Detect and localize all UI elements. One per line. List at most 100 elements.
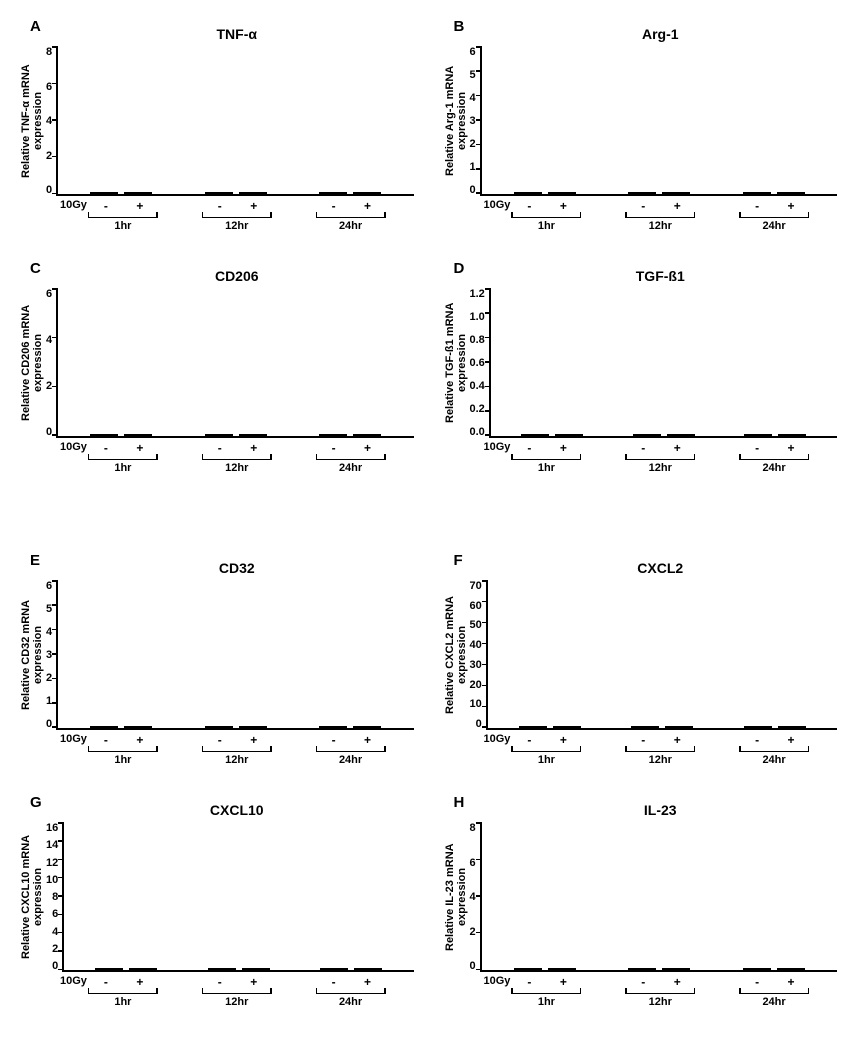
bar [205, 434, 233, 436]
chart-panel: ATNF-αRelative TNF-α mRNA expression8642… [20, 20, 414, 232]
bar [205, 726, 233, 728]
chart-panel: CCD206Relative CD206 mRNA expression6420… [20, 262, 414, 474]
chart-title: CXCL2 [444, 560, 838, 576]
panel-letter: D [454, 260, 465, 277]
y-axis-label: Relative CD206 mRNA expression [20, 288, 44, 438]
dose-label: 10Gy [484, 733, 511, 745]
bar [514, 192, 542, 194]
bar [354, 968, 382, 970]
bar [548, 968, 576, 970]
y-axis-label: Relative IL-23 mRNA expression [444, 822, 468, 972]
bar [553, 726, 581, 728]
timepoint-row: 1hr12hr24hr [60, 993, 414, 1008]
bar [743, 968, 771, 970]
bar [628, 968, 656, 970]
bar [777, 968, 805, 970]
bar [242, 968, 270, 970]
y-axis-label: Relative Arg-1 mRNA expression [444, 46, 468, 196]
dose-label: 10Gy [484, 975, 511, 987]
bar [205, 192, 233, 194]
bar [124, 192, 152, 194]
plot-area [480, 822, 837, 972]
timepoint-row: 1hr12hr24hr [484, 459, 838, 474]
condition-row: 10Gy-+-+-+ [60, 975, 414, 989]
panel-letter: G [30, 794, 42, 811]
condition-row: 10Gy-+-+-+ [484, 199, 838, 213]
bar [90, 726, 118, 728]
condition-row: 10Gy-+-+-+ [60, 733, 414, 747]
chart-panel: BArg-1Relative Arg-1 mRNA expression6543… [444, 20, 838, 232]
bar [743, 192, 771, 194]
bar [778, 434, 806, 436]
bar [631, 726, 659, 728]
dose-label: 10Gy [60, 975, 87, 987]
bar [633, 434, 661, 436]
bar [353, 192, 381, 194]
panel-letter: C [30, 260, 41, 277]
bar [744, 434, 772, 436]
chart-title: Arg-1 [444, 26, 838, 42]
dose-label: 10Gy [60, 733, 87, 745]
plot-area [62, 822, 413, 972]
bar [353, 434, 381, 436]
timepoint-row: 1hr12hr24hr [60, 751, 414, 766]
bar [548, 192, 576, 194]
chart-title: TNF-α [20, 26, 414, 42]
bar [744, 726, 772, 728]
bar [319, 192, 347, 194]
chart-title: CXCL10 [20, 802, 414, 818]
plot-area [56, 288, 413, 438]
chart-panel: ECD32Relative CD32 mRNA expression654321… [20, 554, 414, 766]
bar [667, 434, 695, 436]
dose-label: 10Gy [60, 199, 87, 211]
bar [662, 192, 690, 194]
timepoint-row: 1hr12hr24hr [484, 217, 838, 232]
bar [239, 434, 267, 436]
bar [662, 968, 690, 970]
bar [90, 434, 118, 436]
bar [628, 192, 656, 194]
chart-title: CD32 [20, 560, 414, 576]
chart-title: IL-23 [444, 802, 838, 818]
y-axis-label: Relative TGF-ß1 mRNA expression [444, 288, 468, 438]
panel-letter: A [30, 18, 41, 35]
bar [319, 434, 347, 436]
timepoint-row: 1hr12hr24hr [484, 993, 838, 1008]
y-axis-label: Relative CXCL2 mRNA expression [444, 580, 468, 730]
bar [208, 968, 236, 970]
chart-panel: HIL-23Relative IL-23 mRNA expression8642… [444, 796, 838, 1008]
bar [90, 192, 118, 194]
bar [239, 192, 267, 194]
bar [319, 726, 347, 728]
bar [239, 726, 267, 728]
chart-title: CD206 [20, 268, 414, 284]
bar [778, 726, 806, 728]
plot-area [489, 288, 837, 438]
condition-row: 10Gy-+-+-+ [484, 441, 838, 455]
bar [514, 968, 542, 970]
condition-row: 10Gy-+-+-+ [60, 441, 414, 455]
bar [129, 968, 157, 970]
y-axis-label: Relative TNF-α mRNA expression [20, 46, 44, 196]
bar [320, 968, 348, 970]
plot-area [56, 46, 413, 196]
dose-label: 10Gy [60, 441, 87, 453]
y-axis-label: Relative CXCL10 mRNA expression [20, 822, 44, 972]
bar [777, 192, 805, 194]
y-axis-label: Relative CD32 mRNA expression [20, 580, 44, 730]
panel-letter: B [454, 18, 465, 35]
plot-area [480, 46, 837, 196]
condition-row: 10Gy-+-+-+ [484, 733, 838, 747]
bar [124, 434, 152, 436]
chart-title: TGF-ß1 [444, 268, 838, 284]
chart-panel: DTGF-ß1Relative TGF-ß1 mRNA expression1.… [444, 262, 838, 474]
dose-label: 10Gy [484, 199, 511, 211]
condition-row: 10Gy-+-+-+ [60, 199, 414, 213]
panel-letter: F [454, 552, 463, 569]
panel-letter: H [454, 794, 465, 811]
bar [95, 968, 123, 970]
bar [521, 434, 549, 436]
dose-label: 10Gy [484, 441, 511, 453]
bar [555, 434, 583, 436]
chart-panel: GCXCL10Relative CXCL10 mRNA expression16… [20, 796, 414, 1008]
